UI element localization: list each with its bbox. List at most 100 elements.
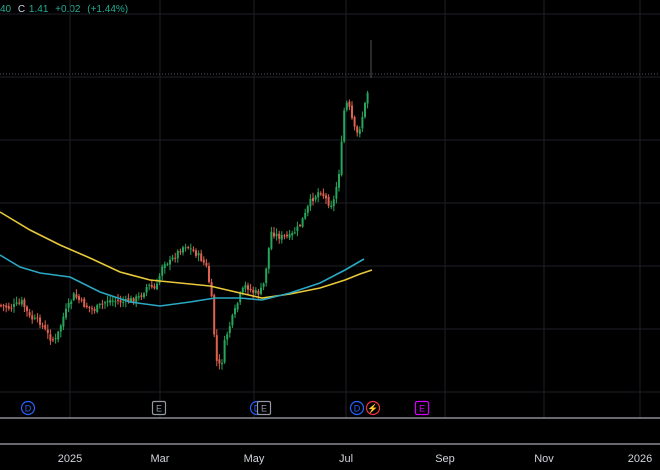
grid-lines	[0, 0, 660, 418]
candle-body	[296, 226, 299, 231]
candle-body	[184, 247, 187, 249]
candle-body	[195, 250, 197, 256]
candle-body	[182, 247, 184, 253]
candle-body	[366, 92, 369, 104]
candle-body	[114, 301, 117, 303]
candle-body	[2, 305, 5, 307]
candle-body	[161, 266, 164, 276]
candle-body	[75, 294, 78, 298]
event-label: ⚡	[367, 403, 378, 415]
candle-body	[46, 329, 49, 334]
candle-body	[361, 116, 364, 129]
candle-body	[314, 196, 317, 200]
candle-body	[65, 308, 67, 318]
candle-body	[257, 290, 260, 295]
candle-body	[306, 206, 309, 213]
candle-body	[18, 302, 21, 304]
candle-body	[291, 232, 294, 236]
candle-body	[327, 196, 330, 206]
candle-body	[210, 282, 213, 297]
candle-body	[304, 212, 307, 219]
candle-body	[85, 305, 88, 308]
candle-body	[169, 259, 171, 265]
split-icon[interactable]: ⚡	[365, 400, 381, 416]
candle-body	[345, 102, 348, 110]
candle-body	[280, 235, 283, 240]
candle-body	[213, 295, 216, 335]
candle-body	[338, 174, 340, 188]
candle-body	[137, 296, 140, 298]
candle-body	[319, 193, 322, 195]
candle-body	[283, 235, 286, 237]
candle-body	[286, 234, 288, 237]
candle-body	[322, 193, 325, 197]
x-tick-label: Mar	[151, 453, 170, 465]
x-tick-label: Nov	[534, 453, 554, 465]
candle-body	[262, 283, 265, 287]
candle-body	[96, 305, 99, 313]
earnings-icon[interactable]: E	[151, 400, 167, 416]
candle-body	[293, 232, 296, 234]
earnings-icon[interactable]: E	[414, 400, 430, 416]
candle-body	[299, 225, 301, 227]
candle-body	[312, 198, 314, 202]
candle-body	[54, 338, 57, 340]
candle-body	[187, 247, 190, 249]
candle-body	[78, 296, 80, 300]
candle-body	[351, 105, 353, 119]
candle-body	[275, 233, 278, 237]
moving-average-slow	[0, 211, 373, 299]
candle-body	[163, 264, 166, 268]
candle-body	[62, 316, 65, 327]
dividend-icon[interactable]: D	[20, 400, 36, 416]
candle-body	[270, 231, 273, 249]
event-label: E	[419, 404, 425, 414]
candle-body	[273, 232, 275, 237]
candle-body	[49, 334, 52, 341]
candle-body	[7, 306, 10, 309]
candles	[0, 40, 372, 370]
price-header: 40 C 1.41 +0.02 (+1.44%)	[0, 4, 132, 15]
candle-body	[156, 283, 158, 290]
candle-body	[31, 315, 34, 320]
candle-body	[83, 298, 86, 307]
candle-body	[122, 301, 125, 303]
moving-average-fast	[0, 254, 365, 307]
candle-body	[252, 289, 255, 293]
x-tick-label: 2025	[58, 453, 82, 465]
candle-body	[215, 335, 218, 361]
candle-body	[241, 287, 244, 293]
candle-body	[166, 263, 169, 265]
candle-body	[117, 299, 119, 301]
x-tick-label: May	[244, 453, 265, 465]
candle-body	[335, 186, 338, 199]
time-axis-labels: 2025 Mar May Jul Sep Nov 2026	[58, 453, 652, 465]
candle-body	[260, 287, 262, 295]
candle-body	[70, 301, 73, 305]
candle-body	[145, 287, 148, 293]
candle-body	[267, 248, 270, 269]
candle-body	[33, 317, 36, 319]
candle-body	[176, 250, 179, 259]
candle-body	[200, 253, 203, 261]
candle-body	[20, 300, 23, 305]
change-percent: (+1.44%)	[87, 4, 129, 15]
candle-body	[39, 317, 41, 325]
candle-body	[254, 290, 257, 293]
candle-body	[10, 307, 13, 309]
candle-body	[91, 308, 93, 310]
candle-body	[41, 325, 44, 327]
candle-body	[353, 117, 356, 127]
candle-body	[208, 265, 210, 283]
dividend-icon[interactable]: D	[349, 400, 365, 416]
candle-body	[218, 359, 221, 364]
candle-body	[171, 257, 174, 260]
price-fragment: 40	[0, 4, 12, 15]
candle-body	[317, 192, 320, 198]
earnings-icon[interactable]: E	[256, 400, 272, 416]
candle-body	[358, 129, 361, 134]
candle-body	[192, 249, 195, 251]
candle-body	[130, 298, 132, 302]
change-value: +0.02	[55, 4, 81, 15]
